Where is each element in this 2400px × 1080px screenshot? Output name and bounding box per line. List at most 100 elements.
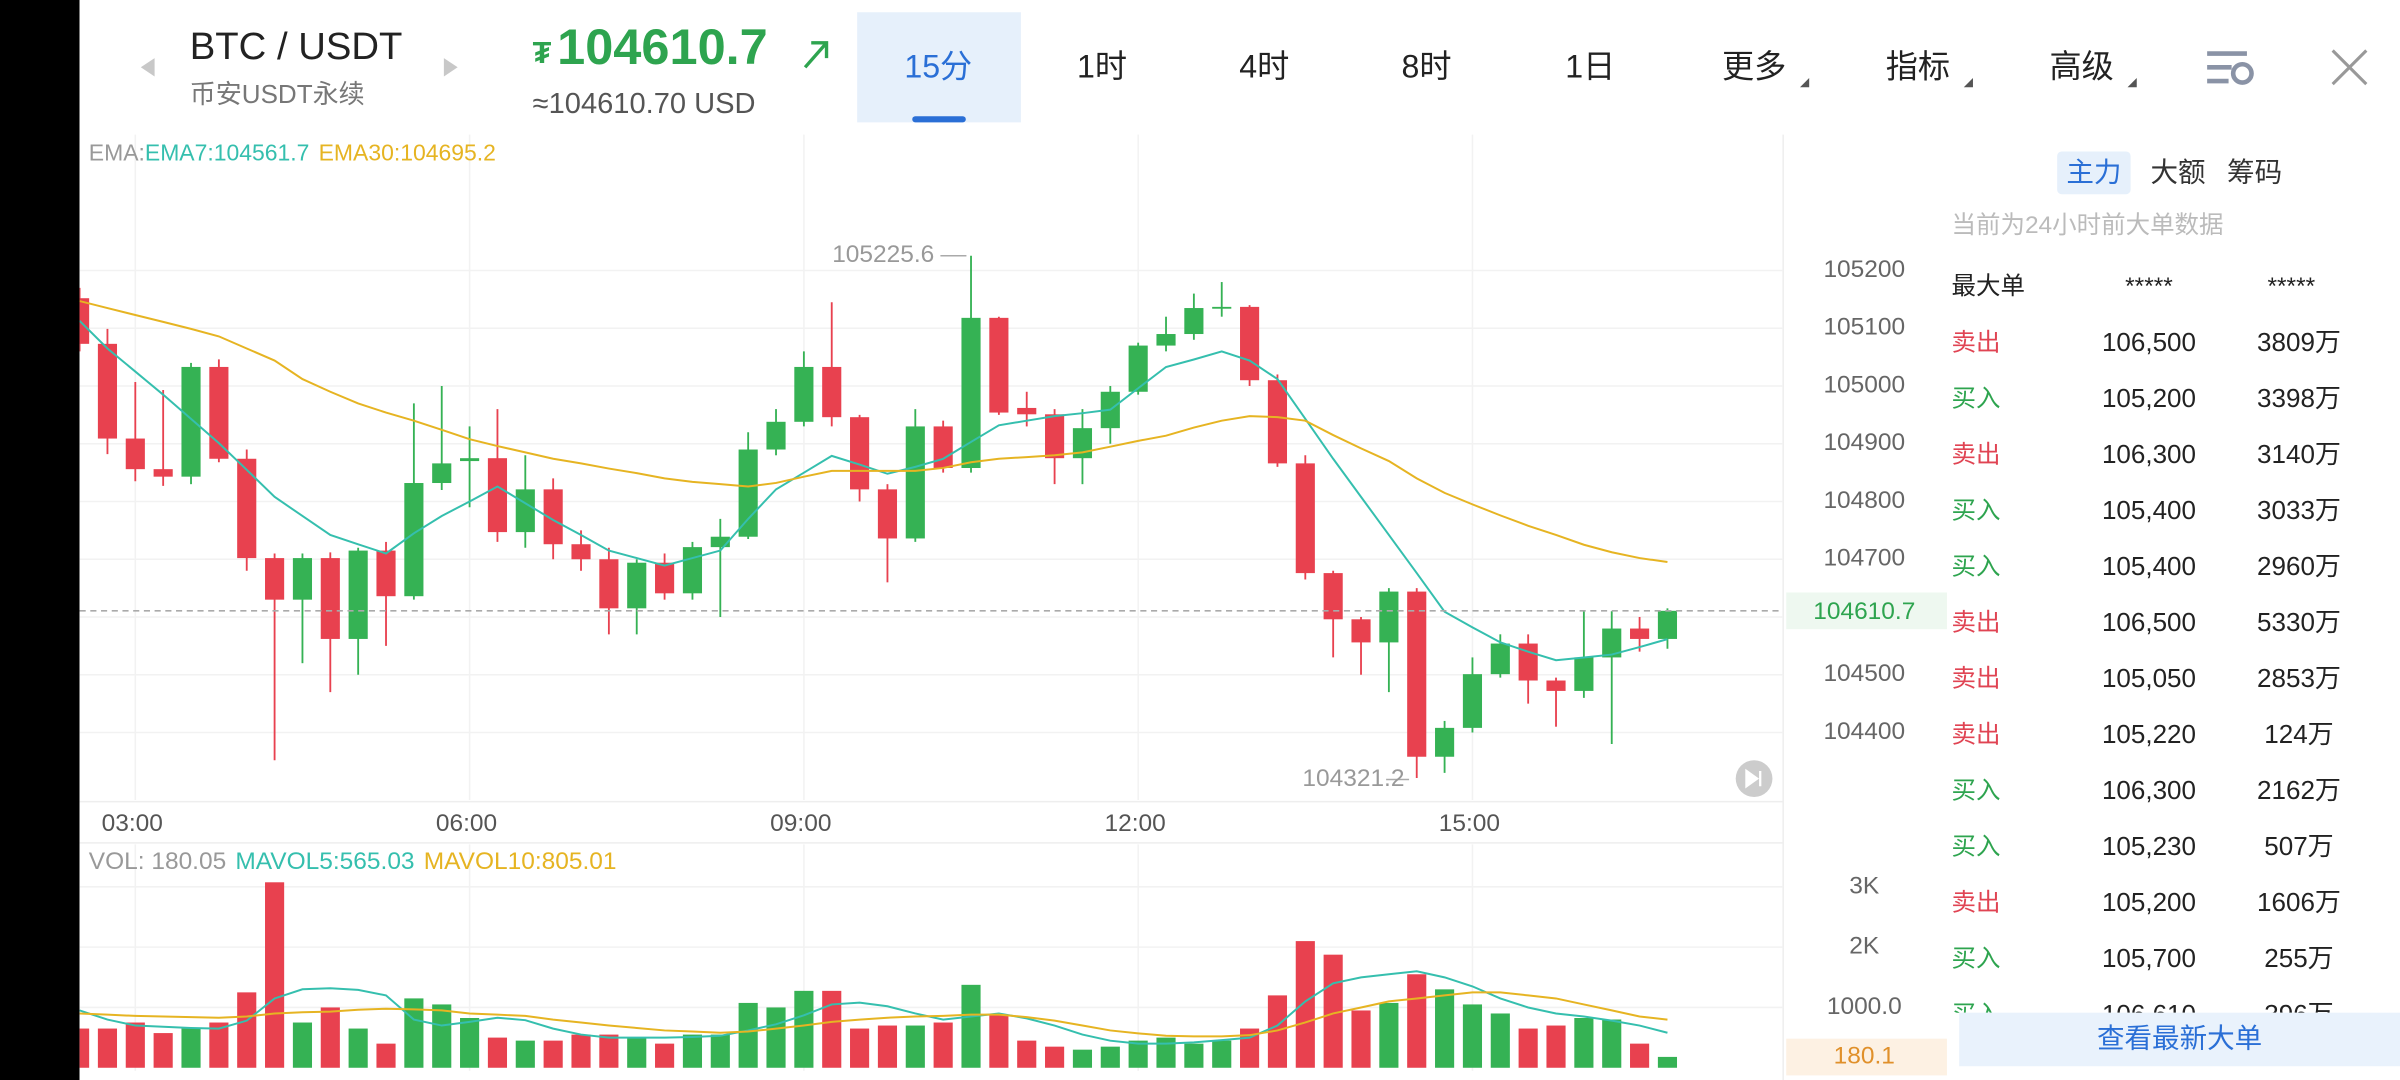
volume-badge [1786, 1038, 1947, 1076]
candle-body [599, 559, 619, 609]
volume-bar [237, 992, 257, 1068]
volume-bar [153, 1033, 173, 1068]
currency-icon: ₮ [533, 36, 552, 70]
volume-bar [1574, 1018, 1594, 1068]
book-cell: 3140万 [2257, 439, 2341, 469]
volume-bar [1657, 1056, 1678, 1068]
candle-body [209, 366, 229, 459]
book-button-bg[interactable] [1959, 1012, 2400, 1067]
candle-body [1657, 610, 1678, 639]
book-cell: 396万 [2264, 999, 2333, 1029]
book-cell: 105,220 [2102, 719, 2196, 749]
book-cell: 1606万 [2257, 887, 2341, 917]
volume-bar [1017, 1040, 1037, 1068]
tab-dropdown-mark [1800, 78, 1810, 88]
x-tick-label: 03:00 [102, 810, 163, 837]
volume-bar [1072, 1049, 1093, 1068]
legend-entry: EMA30:104695.2 [319, 140, 496, 166]
candle-body [79, 298, 90, 344]
high-annotation: 105225.6 [832, 241, 934, 268]
y-tick-label: 1000.0 [1827, 993, 1902, 1020]
chart: 1044001045001046001047001048001049001050… [79, 134, 1947, 1076]
volume-bar [627, 1037, 647, 1068]
candle-body [1351, 619, 1371, 643]
volume-bar [961, 984, 981, 1068]
book-tab[interactable]: 大额 [2151, 157, 2206, 188]
tab[interactable]: 更多 [1722, 48, 1786, 84]
candle-body [320, 558, 340, 639]
tab[interactable]: 1时 [1077, 48, 1127, 84]
book-tab[interactable]: 主力 [2066, 157, 2121, 188]
candle-body [933, 426, 953, 469]
volume-bar [320, 1007, 340, 1068]
close-button[interactable] [2331, 49, 2368, 86]
candle-body [1240, 306, 1260, 381]
volume-bars [79, 882, 1678, 1068]
candle-body [655, 562, 675, 594]
volume-bar [989, 1014, 1009, 1068]
book-cell: 106,500 [2102, 607, 2196, 637]
volume-bar [209, 1022, 229, 1068]
book-cell: 105,400 [2102, 495, 2196, 525]
book-cell: 105,230 [2102, 831, 2196, 861]
candle-body [1184, 308, 1204, 335]
candle-body [543, 489, 563, 545]
candle-body [460, 458, 480, 462]
candle-body [487, 458, 508, 533]
candle-body [989, 317, 1009, 413]
volume-bar [181, 1028, 201, 1068]
volume-bar [905, 1025, 925, 1068]
settings-icon[interactable] [2207, 51, 2254, 85]
tab[interactable]: 指标 [1886, 48, 1950, 84]
candle-body [292, 558, 313, 600]
volume-bar [515, 1040, 535, 1068]
book-cell: 105,700 [2102, 943, 2196, 973]
price-usd: ≈104610.70 USD [533, 88, 756, 120]
timeframe-tabs: 15分 1时 4时 8时 1日 更多 指标 高级 [857, 12, 2137, 123]
tab-dropdown-mark [1963, 78, 1973, 88]
volume-bar [265, 882, 285, 1068]
volume-bar [543, 1040, 563, 1068]
candle-body [571, 544, 591, 560]
candle-body [125, 438, 145, 470]
book-cell: 106,300 [2102, 775, 2196, 805]
tab[interactable]: 1日 [1565, 48, 1615, 84]
volume-bar [487, 1037, 508, 1068]
volume-bar [1490, 1013, 1510, 1068]
candle-body [97, 343, 118, 439]
candle-body [710, 536, 730, 548]
candle-body [1128, 345, 1148, 392]
y-tick-label: 2K [1849, 933, 1880, 960]
book-button[interactable]: 查看最新大单 [2097, 1023, 2262, 1054]
book-cell: 105,200 [2102, 887, 2196, 917]
legend-entry: EMA7:104561.7 [145, 140, 310, 166]
candle-body [961, 317, 981, 469]
symbol[interactable]: BTC / USDT [190, 25, 403, 68]
book-tab[interactable]: 筹码 [2227, 157, 2282, 188]
tab[interactable]: 高级 [2049, 48, 2113, 84]
candle-body [850, 417, 870, 490]
tab[interactable]: 15分 [904, 48, 972, 84]
book-cell: 卖出 [1952, 609, 2001, 637]
book-cell: 卖出 [1952, 441, 2001, 469]
candle-body [1546, 680, 1566, 691]
volume-bar [571, 1034, 591, 1068]
tab[interactable]: 4时 [1239, 48, 1289, 84]
book-cell: 卖出 [1952, 889, 2001, 917]
candle-body [1045, 414, 1065, 459]
settings-lines [2207, 51, 2247, 84]
prev-symbol[interactable] [140, 58, 155, 77]
tab-dropdown-mark [2127, 78, 2137, 88]
volume-bar [1267, 995, 1288, 1068]
book-cell: 3809万 [2257, 327, 2341, 357]
tab[interactable]: 8时 [1402, 48, 1452, 84]
candle-body [237, 458, 257, 559]
next-symbol[interactable] [443, 58, 458, 77]
y-tick-label: 104700 [1823, 545, 1905, 572]
book-cell: 买入 [1952, 834, 2001, 861]
candle-body [682, 547, 703, 594]
book-cell: 124万 [2264, 719, 2333, 749]
book-cell: 2162万 [2257, 775, 2341, 805]
legend-title: EMA: [89, 140, 145, 166]
candle-body [1490, 643, 1510, 675]
